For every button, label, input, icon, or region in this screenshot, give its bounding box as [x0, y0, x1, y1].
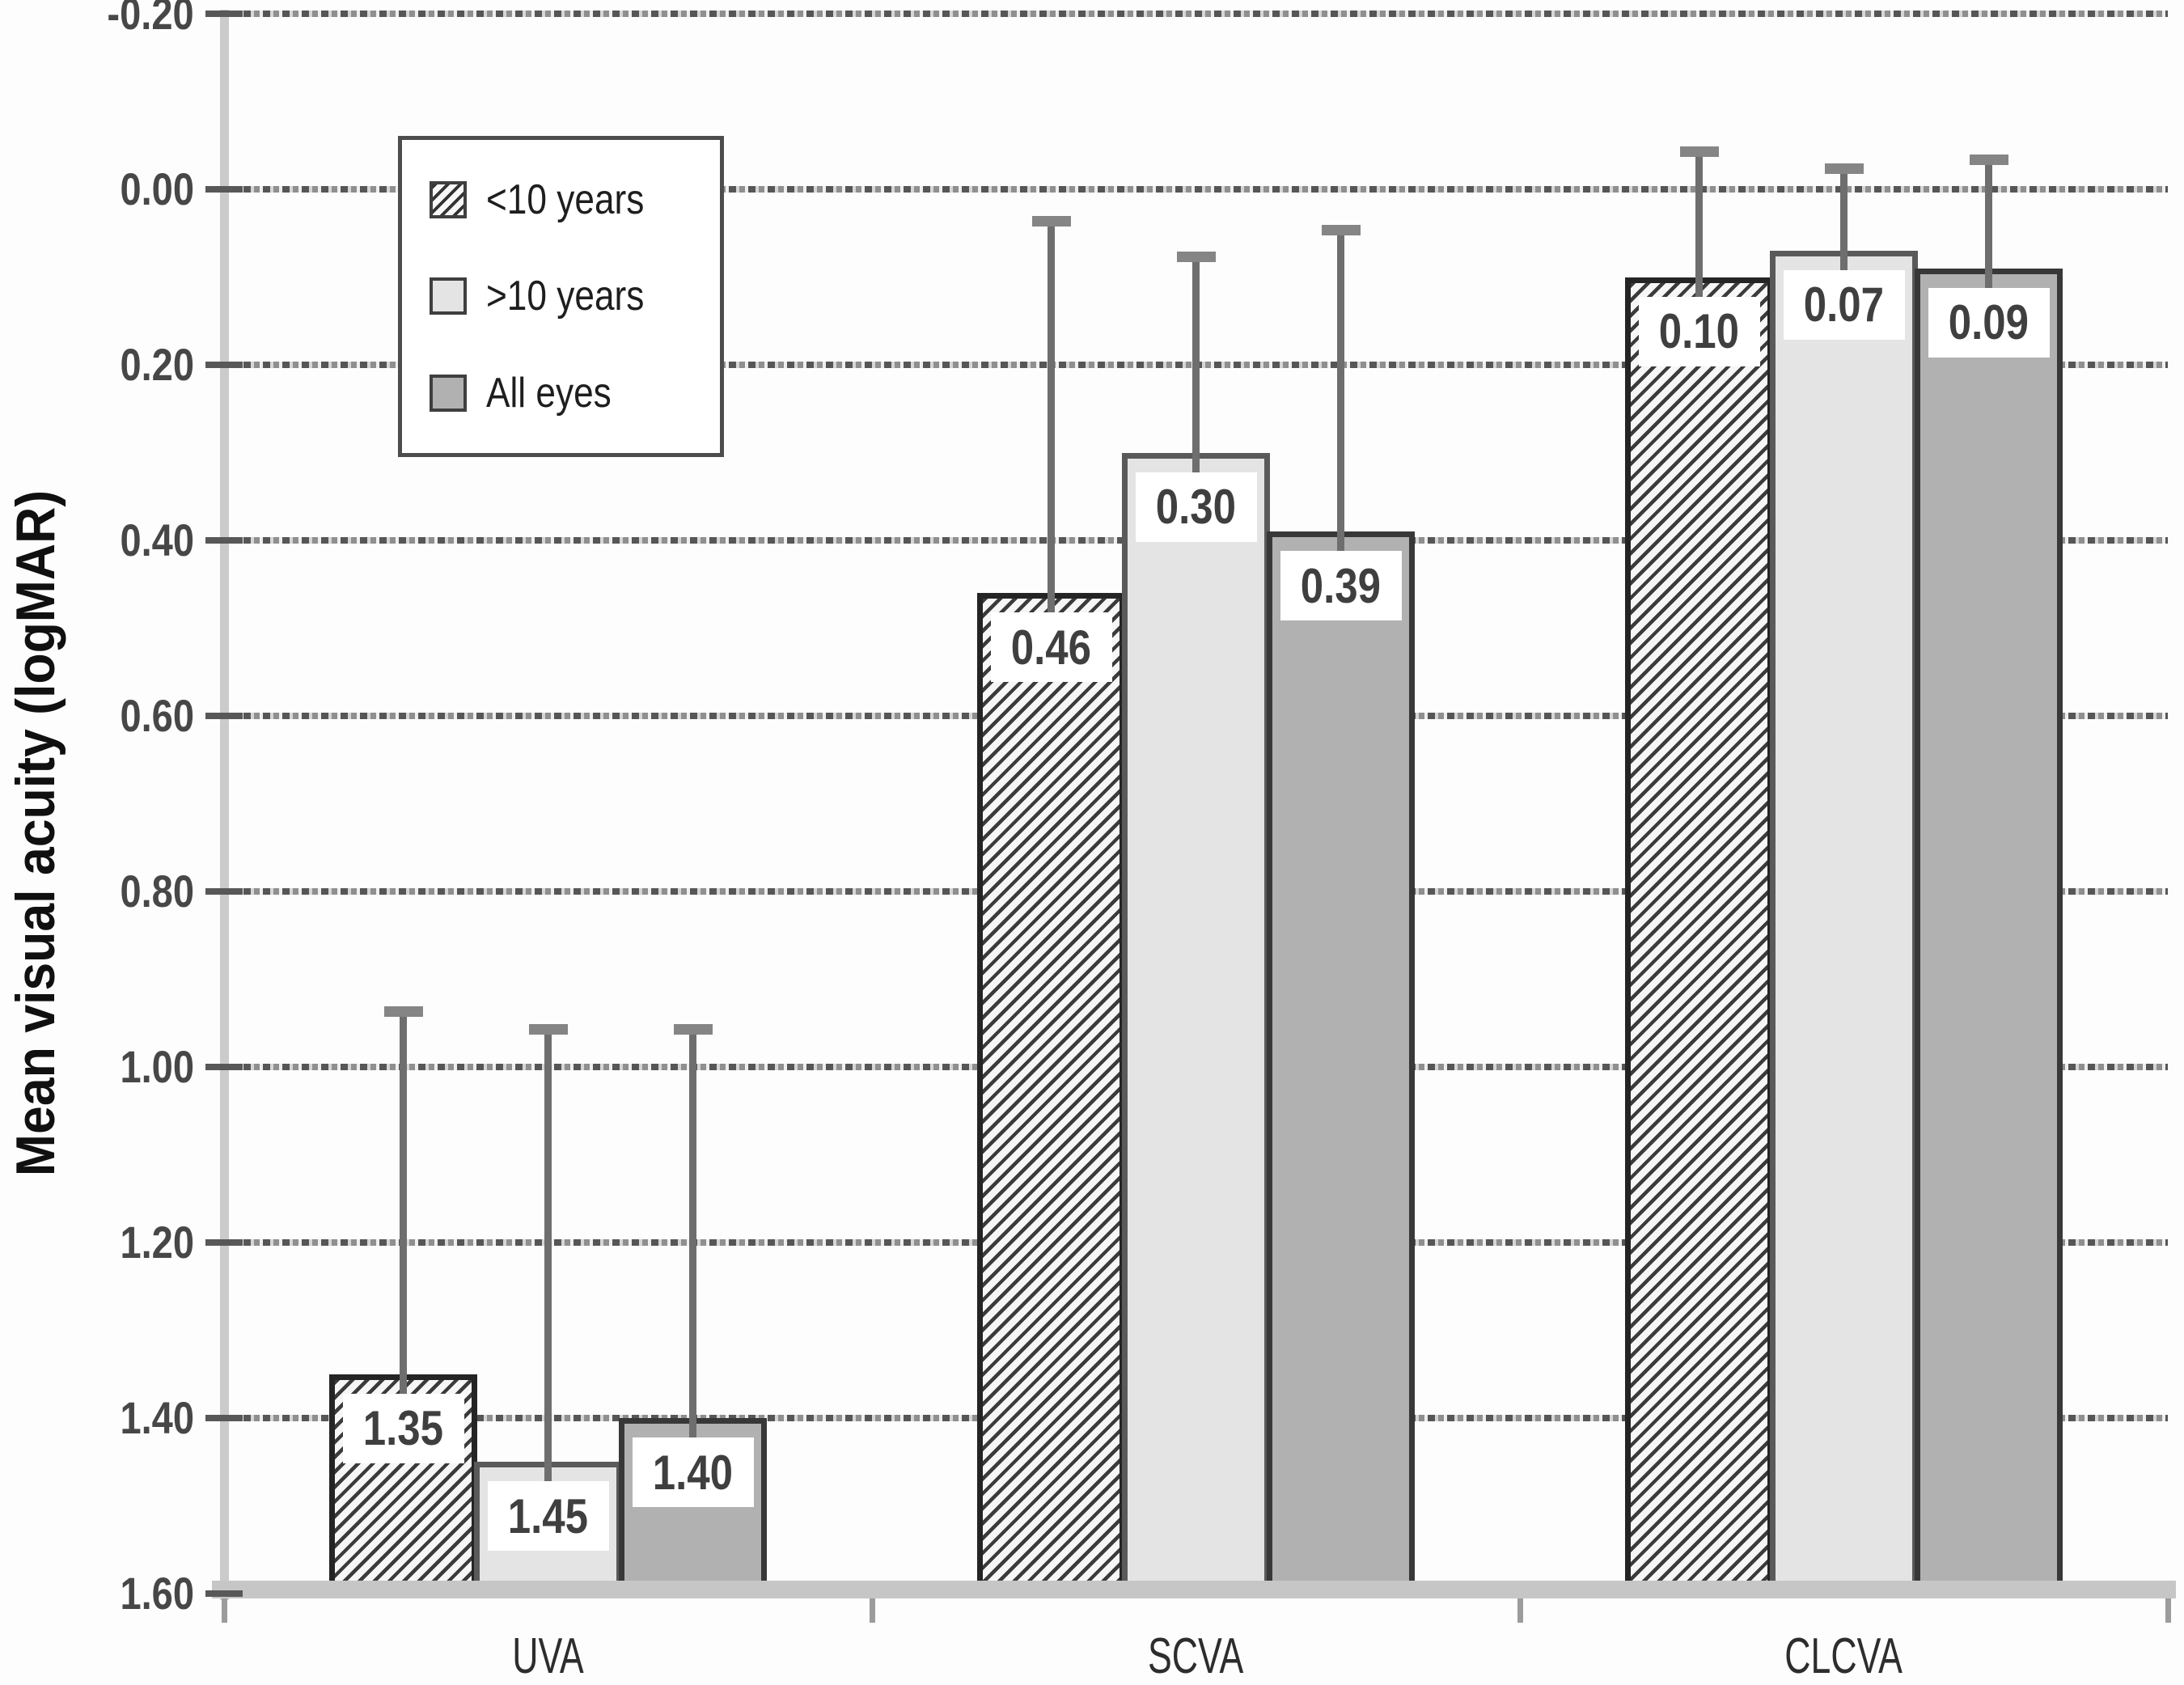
data-label-text: 1.40 [652, 1445, 734, 1500]
y-tick-label-text: 0.00 [120, 163, 194, 214]
y-tick-label-text: 1.00 [120, 1041, 194, 1092]
data-label-text: 0.07 [1803, 277, 1885, 332]
legend-label: <10 years [486, 176, 645, 223]
bar-hatched-clcva [1625, 277, 1773, 1598]
error-bar [1840, 171, 1848, 332]
y-axis-tick [205, 537, 243, 544]
data-label-text: 0.09 [1948, 295, 2030, 350]
error-bar [1048, 224, 1055, 675]
legend-swatch-dark-icon [430, 375, 467, 413]
y-tick-label-text: 0.20 [120, 339, 194, 390]
data-label-text: 1.45 [507, 1488, 589, 1543]
x-axis-tick [222, 1598, 227, 1623]
y-tick-label-text: 1.40 [120, 1392, 194, 1443]
bar-light-scva [1122, 452, 1270, 1598]
data-label-text: 0.10 [1658, 304, 1740, 358]
y-tick-label: 1.40 [24, 1391, 194, 1446]
x-category-label-scva: SCVA [1018, 1631, 1374, 1683]
legend-item: <10 years [430, 176, 712, 224]
error-bar-cap [383, 1005, 423, 1017]
bar-hatched-scva [977, 593, 1125, 1598]
gridline [224, 11, 2168, 17]
y-tick-label: 1.60 [24, 1566, 194, 1621]
error-bar-cap [528, 1023, 568, 1035]
error-bar-cap [673, 1023, 713, 1035]
legend-label: All eyes [486, 370, 612, 417]
x-category-label-text: SCVA [1148, 1628, 1244, 1684]
legend-item: All eyes [430, 369, 712, 417]
y-axis-tick [205, 1239, 243, 1246]
x-axis-line [212, 1581, 2176, 1598]
legend: <10 years >10 years All eyes [398, 136, 724, 457]
data-label-text: 0.46 [1010, 620, 1092, 675]
y-tick-label-text: 1.60 [120, 1568, 194, 1619]
y-tick-label: -0.20 [24, 0, 194, 41]
y-tick-label: 0.00 [24, 162, 194, 217]
y-axis-tick [205, 1590, 243, 1597]
error-bar [1695, 154, 1703, 358]
y-axis-tick [205, 362, 243, 368]
data-label: 0.10 [1638, 296, 1760, 366]
y-axis-line [220, 10, 229, 1600]
data-label: 0.46 [990, 612, 1112, 683]
y-tick-label: 0.40 [24, 513, 194, 568]
error-bar-cap [1679, 146, 1719, 157]
data-label: 0.09 [1928, 287, 2050, 358]
bar-dark-scva [1267, 531, 1415, 1598]
legend-swatch-hatched-icon [430, 180, 467, 218]
x-axis-tick [2165, 1598, 2171, 1623]
error-bar-cap [1321, 225, 1361, 236]
y-tick-label-text: -0.20 [107, 0, 194, 39]
data-label: 0.30 [1135, 472, 1257, 542]
error-bar [400, 1014, 407, 1455]
y-tick-label: 0.60 [24, 688, 194, 743]
x-category-label-text: UVA [512, 1628, 584, 1684]
x-axis-tick [870, 1598, 875, 1623]
y-tick-label: 1.00 [24, 1039, 194, 1094]
y-axis-tick [205, 888, 243, 895]
x-category-label-text: CLCVA [1784, 1628, 1903, 1684]
error-bar-cap [1176, 251, 1216, 262]
legend-swatch-light-icon [430, 277, 467, 315]
y-tick-label-text: 0.40 [120, 514, 194, 565]
data-label: 0.39 [1280, 551, 1402, 621]
y-axis-tick [205, 1415, 243, 1421]
data-label-text: 0.30 [1155, 480, 1237, 534]
data-label: 1.45 [487, 1481, 609, 1552]
y-axis-tick [205, 11, 243, 17]
y-axis-tick [205, 1064, 243, 1070]
legend-item: >10 years [430, 272, 712, 320]
error-bar [1337, 233, 1344, 613]
x-category-label-clcva: CLCVA [1666, 1631, 2022, 1683]
y-axis-tick [205, 713, 243, 719]
y-tick-label-text: 0.80 [120, 866, 194, 917]
bar-dark-clcva [1915, 268, 2063, 1598]
data-label-text: 1.35 [362, 1401, 444, 1456]
y-axis-tick [205, 186, 243, 193]
x-axis-tick [1517, 1598, 1523, 1623]
y-tick-label-text: 0.60 [120, 690, 194, 741]
error-bar-cap [1031, 216, 1071, 227]
data-label: 0.07 [1783, 269, 1905, 340]
x-category-label-uva: UVA [370, 1631, 726, 1683]
error-bar-cap [1824, 163, 1864, 175]
data-label: 1.40 [632, 1437, 754, 1507]
error-bar [1192, 259, 1200, 534]
y-tick-label: 1.20 [24, 1215, 194, 1270]
legend-label: >10 years [486, 273, 645, 320]
data-label-text: 0.39 [1300, 558, 1382, 613]
bar-light-clcva [1770, 250, 1918, 1598]
y-tick-label: 0.80 [24, 864, 194, 919]
error-bar [689, 1031, 696, 1499]
y-tick-label-text: 1.20 [120, 1217, 194, 1268]
error-bar [544, 1031, 552, 1543]
error-bar [1985, 163, 1992, 349]
error-bar-cap [1969, 155, 2008, 166]
data-label: 1.35 [342, 1393, 464, 1463]
y-tick-label: 0.20 [24, 337, 194, 392]
gridline [224, 186, 2168, 193]
